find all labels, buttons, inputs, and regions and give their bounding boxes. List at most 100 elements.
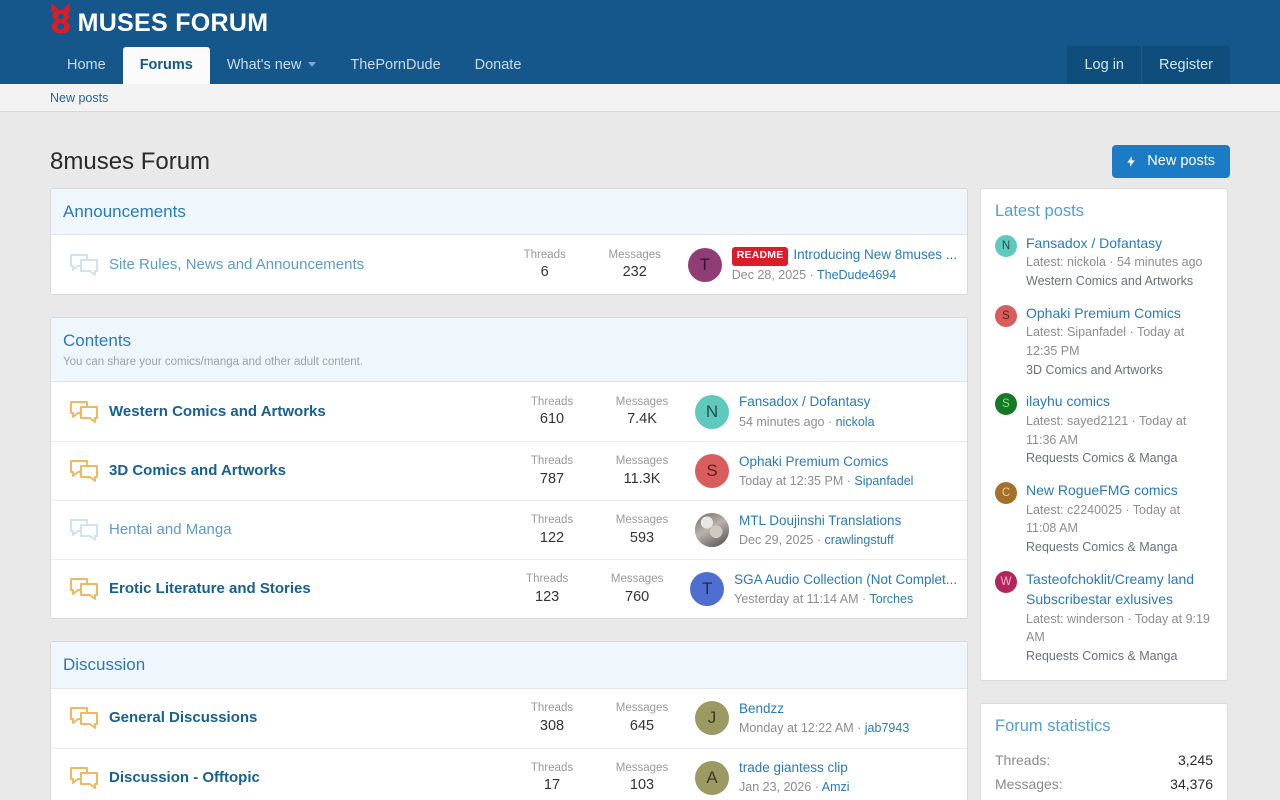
last-post-user[interactable]: crawlingstuff [824,533,894,548]
forum-statistics-title: Forum statistics [995,716,1111,735]
forum-bubbles-icon [61,766,107,790]
forum-bubbles-icon [61,253,107,277]
section-title: Announcements [63,202,186,221]
avatar[interactable]: S [995,304,1017,327]
latest-posts-card: Latest posts N Fansadox / Dofantasy Late… [980,188,1228,681]
site-logo[interactable]: 8 MUSES FORUM [47,1,268,39]
forum-row[interactable]: Discussion - Offtopic Threads 17 Message… [51,747,967,800]
lightning-bolt-icon [1127,156,1136,167]
messages-label: Messages [608,248,661,261]
chevron-down-icon[interactable] [308,62,317,68]
messages-value: 11.3K [623,470,661,487]
stat-value: 67,691 [1170,796,1213,800]
avatar[interactable]: A [695,760,729,795]
last-post-user[interactable]: Torches [869,592,914,607]
threads-label: Threads [530,702,574,715]
latest-post-title[interactable]: ilayhu comics [1026,393,1111,410]
forum-title: Hentai and Manga [107,521,507,539]
forum-link[interactable]: Site Rules, News and Announcements [109,255,365,273]
messages-stat: Messages 11.3K [597,453,687,489]
list-item[interactable]: S ilayhu comics Latest: sayed2121 · Toda… [995,391,1213,468]
avatar[interactable]: W [995,570,1017,593]
avatar[interactable]: T [690,572,725,607]
last-post-user[interactable]: TheDude4694 [816,267,897,282]
avatar[interactable]: S [695,454,729,489]
last-post-date: Today at 12:35 PM [739,474,844,489]
register-button[interactable]: Register [1141,45,1230,84]
nav-item-whats-new[interactable]: What's new [210,47,334,85]
stat-key: Members: [995,796,1057,800]
forum-link[interactable]: Hentai and Manga [109,521,232,539]
threads-label: Threads [526,573,569,586]
latest-post-title[interactable]: Fansadox / Dofantasy [1026,234,1163,251]
last-post-title[interactable]: Bendzz [739,700,785,716]
nav-item-home[interactable]: Home [50,47,123,85]
forum-section-announcements: Announcements Site Rules, News and Annou… [50,188,968,296]
last-post-user[interactable]: jab7943 [864,720,910,735]
new-posts-button[interactable]: New posts [1112,145,1230,178]
subnav-item-new-posts[interactable]: New posts [50,90,109,105]
avatar[interactable]: S [995,393,1017,416]
messages-value: 103 [629,777,655,794]
forum-row[interactable]: General Discussions Threads 308 Messages… [51,689,967,748]
nav-label: Forums [139,56,193,73]
last-post-user[interactable]: Amzi [821,780,850,795]
latest-post-title[interactable]: Tasteofchoklit/Creamy land Subscribestar… [1026,570,1195,608]
threads-value: 610 [539,411,565,428]
last-post-title[interactable]: Ophaki Premium Comics [739,453,889,469]
nav-label: Home [67,56,106,73]
list-item[interactable]: S Ophaki Premium Comics Latest: Sipanfad… [995,303,1213,380]
threads-label: Threads [530,395,574,408]
last-post-user[interactable]: Sipanfadel [854,474,914,489]
avatar[interactable]: T [687,247,722,282]
threads-stat: Threads 122 [507,512,597,548]
nav-item-forums[interactable]: Forums [122,46,210,84]
latest-post-title[interactable]: Ophaki Premium Comics [1026,304,1181,321]
forum-link[interactable]: Western Comics and Artworks [109,402,326,420]
forum-link[interactable]: 3D Comics and Artworks [109,462,286,480]
forum-bubbles-icon [61,577,107,601]
forum-bubbles-icon [61,518,107,542]
avatar[interactable]: C [995,482,1017,505]
forum-row[interactable]: Erotic Literature and Stories Threads 12… [51,559,967,618]
avatar[interactable]: N [695,394,729,429]
section-title: Discussion [63,655,146,675]
forum-title: Discussion - Offtopic [107,769,507,787]
forum-row[interactable]: 3D Comics and Artworks Threads 787 Messa… [51,441,967,500]
forum-row[interactable]: Site Rules, News and Announcements Threa… [51,235,967,294]
last-post-date: Dec 28, 2025 [731,267,807,282]
threads-label: Threads [530,514,574,527]
forum-link[interactable]: General Discussions [109,709,258,727]
list-item[interactable]: C New RogueFMG comics Latest: c2240025 ·… [995,480,1213,557]
sidebar: Latest posts N Fansadox / Dofantasy Late… [980,188,1228,800]
threads-value: 123 [535,588,560,605]
last-post-date: Dec 29, 2025 [739,533,814,548]
last-post-title[interactable]: Fansadox / Dofantasy [739,394,871,410]
list-item[interactable]: N Fansadox / Dofantasy Latest: nickola ·… [995,233,1213,291]
avatar[interactable] [695,513,729,548]
forum-link[interactable]: Erotic Literature and Stories [109,580,311,598]
forum-row[interactable]: Hentai and Manga Threads 122 Messages 59… [51,500,967,559]
last-post-meta: Jan 23, 2026 · Amzi [739,780,850,795]
avatar[interactable]: N [995,234,1017,257]
forum-stats: Threads 308 Messages 645 [507,700,687,736]
nav-item-theporndude[interactable]: ThePornDude [333,47,457,85]
nav-label: ThePornDude [350,56,441,73]
last-post-title[interactable]: README Introducing New 8muses ... [731,245,957,266]
last-post: MTL Doujinshi Translations Dec 29, 2025 … [687,511,957,550]
messages-value: 7.4K [627,411,657,428]
latest-post-title[interactable]: New RogueFMG comics [1026,482,1178,499]
forum-link[interactable]: Discussion - Offtopic [109,768,260,786]
forum-title: General Discussions [107,709,507,727]
log-in-button[interactable]: Log in [1067,45,1141,84]
list-item[interactable]: W Tasteofchoklit/Creamy land Subscribest… [995,569,1213,666]
messages-stat: Messages 103 [597,760,687,796]
forum-row[interactable]: Western Comics and Artworks Threads 610 … [51,382,967,441]
last-post-title[interactable]: MTL Doujinshi Translations [739,512,902,528]
avatar[interactable]: J [695,701,729,736]
last-post-title[interactable]: trade giantess clip [739,760,848,776]
nav-item-donate[interactable]: Donate [458,47,539,85]
last-post-user[interactable]: nickola [835,414,875,429]
last-post-meta: Dec 28, 2025 · TheDude4694 [731,267,897,282]
last-post-title[interactable]: SGA Audio Collection (Not Complet... [734,571,957,587]
